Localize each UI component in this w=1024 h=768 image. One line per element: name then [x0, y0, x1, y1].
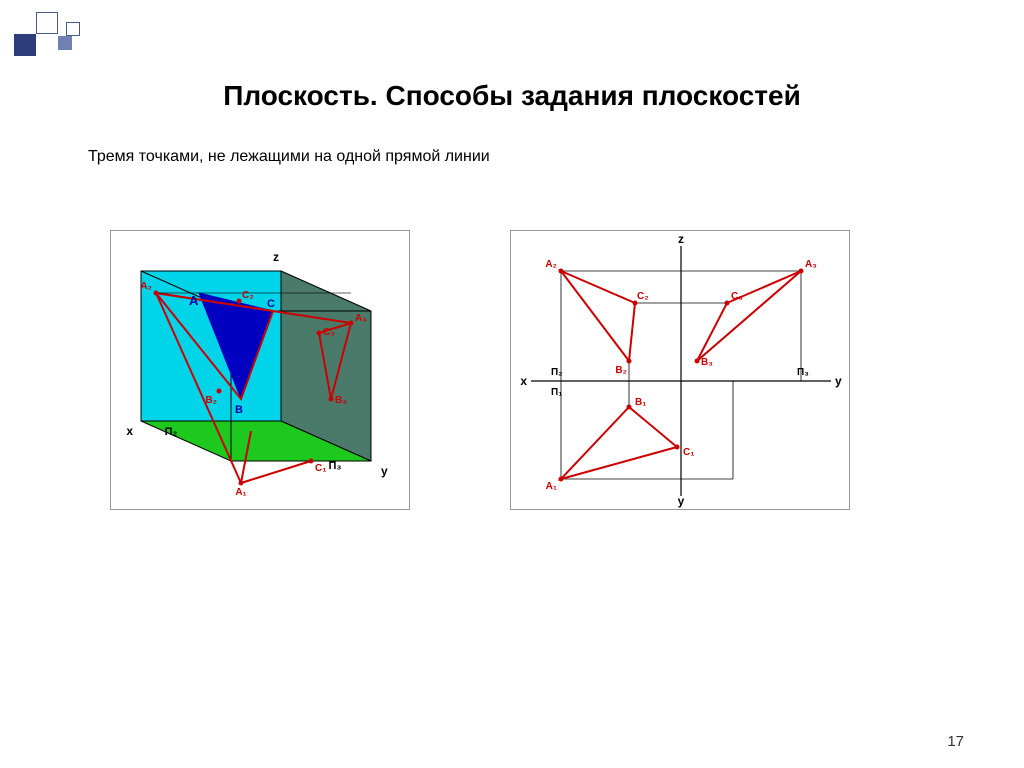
svg-text:C₃: C₃ [323, 327, 335, 338]
page-number: 17 [947, 733, 964, 750]
svg-text:B₁: B₁ [635, 397, 646, 408]
svg-text:y: y [678, 494, 685, 508]
svg-text:y: y [381, 464, 388, 478]
svg-text:A₃: A₃ [355, 313, 367, 324]
figures-row: z x y П₂ П₃ A₂ A₃ A₁ C₂ C₃ C₁ B₂ B₃ A C B x y z y П₂ П₁ П₃ A₂ A… [110, 230, 850, 510]
svg-text:C₁: C₁ [315, 463, 326, 474]
svg-text:A₂: A₂ [545, 259, 557, 270]
corner-square [36, 12, 58, 34]
svg-text:П₃: П₃ [329, 460, 342, 472]
svg-text:B₂: B₂ [205, 395, 217, 406]
diagram-epure-panel: x y z y П₂ П₁ П₃ A₂ A₃ C₂ C₃ B₂ B₃ A₁ C₁ B₁ [510, 230, 850, 510]
svg-text:П₂: П₂ [165, 426, 178, 438]
svg-text:A₃: A₃ [805, 259, 817, 270]
svg-text:y: y [835, 374, 842, 388]
corner-square [66, 22, 80, 36]
svg-text:B: B [235, 404, 243, 416]
diagram-epure: x y z y П₂ П₁ П₃ A₂ A₃ C₂ C₃ B₂ B₃ A₁ C₁ B₁ [511, 231, 851, 511]
svg-text:П₃: П₃ [797, 367, 809, 378]
svg-text:A₂: A₂ [140, 281, 152, 292]
svg-text:A: A [189, 293, 199, 308]
svg-text:B₃: B₃ [701, 357, 713, 368]
diagram-3d-panel: z x y П₂ П₃ A₂ A₃ A₁ C₂ C₃ C₁ B₂ B₃ A C B [110, 230, 410, 510]
svg-text:B₂: B₂ [615, 365, 627, 376]
corner-square [58, 36, 72, 50]
slide-subtitle: Тремя точками, не лежащими на одной прям… [88, 148, 490, 166]
svg-text:C: C [267, 298, 275, 310]
svg-text:C₂: C₂ [242, 290, 254, 301]
svg-text:x: x [126, 424, 133, 438]
corner-square [14, 34, 36, 56]
svg-text:B₃: B₃ [335, 395, 347, 406]
svg-text:z: z [678, 232, 684, 246]
svg-text:П₁: П₁ [551, 387, 562, 398]
svg-text:A₁: A₁ [546, 481, 557, 492]
svg-text:z: z [273, 250, 279, 264]
diagram-3d: z x y П₂ П₃ A₂ A₃ A₁ C₂ C₃ C₁ B₂ B₃ A C B [111, 231, 411, 511]
svg-text:П₂: П₂ [551, 367, 563, 378]
slide-title: Плоскость. Способы задания плоскостей [0, 80, 1024, 112]
svg-text:C₁: C₁ [683, 447, 694, 458]
svg-text:C₃: C₃ [731, 291, 743, 302]
svg-text:C₂: C₂ [637, 291, 649, 302]
svg-text:A₁: A₁ [235, 487, 246, 498]
svg-text:x: x [520, 374, 527, 388]
